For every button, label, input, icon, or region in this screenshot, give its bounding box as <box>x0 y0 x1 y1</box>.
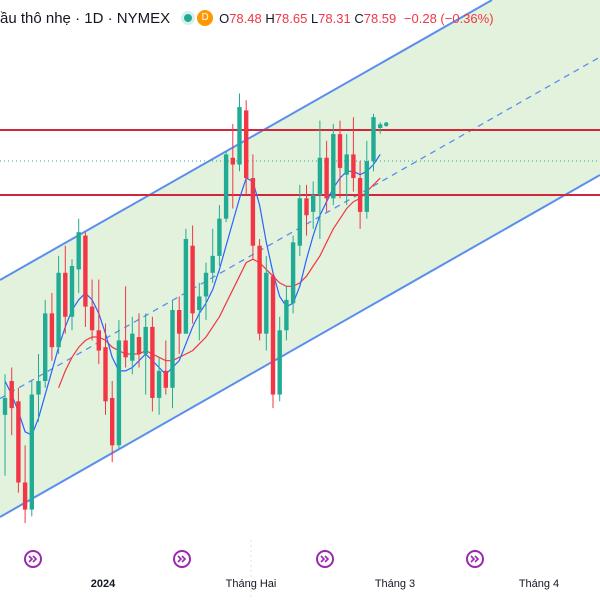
candle-body[interactable] <box>56 272 61 348</box>
symbol-header: ầu thô nhẹ · 1D · NYMEX D O78.48 H78.65 … <box>0 0 494 36</box>
candle-body[interactable] <box>223 154 229 219</box>
x-axis-label: Tháng 4 <box>518 578 560 590</box>
high-value: 78.65 <box>274 10 308 26</box>
x-axis-label: 2024 <box>90 578 116 590</box>
x-axis-label: Tháng 3 <box>374 578 416 590</box>
candle-body[interactable] <box>96 330 101 351</box>
candle-body[interactable] <box>378 124 383 129</box>
symbol-title[interactable]: ầu thô nhẹ · 1D · NYMEX <box>0 9 171 27</box>
candle-body[interactable] <box>270 276 276 395</box>
candle-body[interactable] <box>76 232 81 270</box>
candle-body[interactable] <box>284 299 289 331</box>
candle-body[interactable] <box>22 482 28 510</box>
fast-forward-icon <box>320 555 330 563</box>
close-value: 78.59 <box>363 10 397 26</box>
low-value: 78.31 <box>318 10 351 26</box>
candle-body[interactable] <box>317 157 323 195</box>
fast-forward-icon <box>470 555 480 563</box>
candle-body[interactable] <box>16 401 21 483</box>
event-marker-1[interactable] <box>24 550 42 568</box>
candle-body[interactable] <box>89 306 95 331</box>
candle-body[interactable] <box>297 198 302 246</box>
candle-body[interactable] <box>177 309 182 334</box>
candle-body[interactable] <box>337 134 343 168</box>
candle-body[interactable] <box>29 394 34 510</box>
candle-body[interactable] <box>143 326 148 354</box>
channel-lower-line[interactable] <box>0 174 600 518</box>
candle-body[interactable] <box>364 161 369 212</box>
candle-body[interactable] <box>110 397 115 446</box>
candle-body[interactable] <box>344 154 349 175</box>
candle-body[interactable] <box>123 340 128 358</box>
event-marker-4[interactable] <box>466 550 484 568</box>
candle-body[interactable] <box>197 296 202 310</box>
candle-body[interactable] <box>371 117 376 162</box>
candle-body[interactable] <box>156 370 162 398</box>
candle-body[interactable] <box>190 245 195 314</box>
candle-body[interactable] <box>324 157 329 199</box>
candle-body[interactable] <box>311 194 316 212</box>
candle-body[interactable] <box>170 309 175 388</box>
candle-body[interactable] <box>49 313 55 348</box>
moving-average-slow <box>58 177 381 389</box>
candle-body[interactable] <box>217 218 222 256</box>
candle-body[interactable] <box>9 381 14 409</box>
open-value: 78.48 <box>229 10 262 26</box>
candles-group <box>2 93 389 524</box>
moving-average-fast <box>4 154 381 436</box>
candle-body[interactable] <box>264 272 269 334</box>
change-value: −0.28 (−0.36%) <box>403 10 494 26</box>
market-status-dot-icon <box>184 14 193 22</box>
candle-body[interactable] <box>150 326 155 398</box>
candle-body[interactable] <box>304 198 309 216</box>
candle-body[interactable] <box>290 242 296 304</box>
candle-body[interactable] <box>203 272 209 297</box>
candle-body[interactable] <box>69 266 75 317</box>
candle-body[interactable] <box>43 313 48 382</box>
ohlc-values: O78.48 H78.65 L78.31 C78.59 −0.28 (−0.36… <box>219 10 494 26</box>
candle-body[interactable] <box>2 397 8 415</box>
last-price-marker <box>384 122 389 127</box>
channel-fill <box>0 0 600 517</box>
candle-body[interactable] <box>183 238 189 334</box>
candle-body[interactable] <box>210 255 215 273</box>
candle-body[interactable] <box>351 154 356 179</box>
candle-body[interactable] <box>277 330 282 395</box>
event-marker-2[interactable] <box>173 550 191 568</box>
x-axis-label: Tháng Hai <box>225 578 277 590</box>
candle-body[interactable] <box>230 157 235 165</box>
event-marker-3[interactable] <box>316 550 334 568</box>
candle-body[interactable] <box>357 178 363 212</box>
fast-forward-icon <box>177 555 187 563</box>
candle-body[interactable] <box>331 134 336 199</box>
candle-body[interactable] <box>237 107 242 165</box>
candle-body[interactable] <box>130 333 135 361</box>
candle-body[interactable] <box>83 235 88 307</box>
candle-body[interactable] <box>116 340 122 446</box>
delayed-data-badge[interactable]: D <box>197 10 214 26</box>
candle-body[interactable] <box>250 178 256 246</box>
fast-forward-icon <box>28 555 38 563</box>
candle-body[interactable] <box>257 245 262 334</box>
candle-body[interactable] <box>163 370 168 388</box>
candle-body[interactable] <box>244 110 249 179</box>
candle-body[interactable] <box>103 347 108 402</box>
candle-body[interactable] <box>136 337 142 354</box>
candle-body[interactable] <box>36 381 41 395</box>
candle-body[interactable] <box>63 272 68 317</box>
